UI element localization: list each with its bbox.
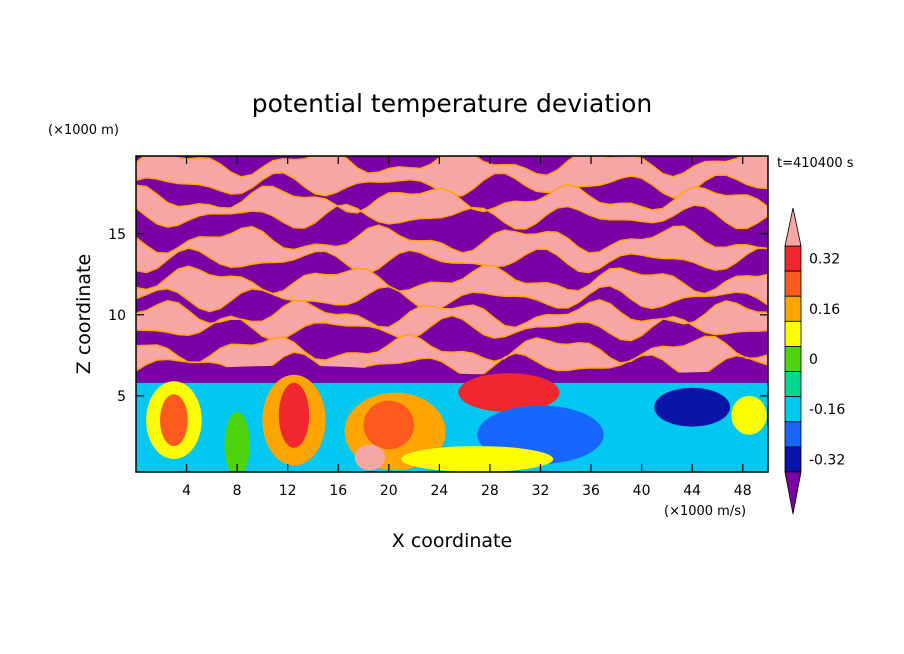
x-tick-label: 32 bbox=[532, 483, 550, 499]
field-blob bbox=[224, 412, 250, 472]
x-axis-label: X coordinate bbox=[392, 530, 512, 552]
colorbar-extend-min bbox=[784, 471, 802, 515]
plot-frame bbox=[135, 155, 769, 473]
y-axis-label: Z coordinate bbox=[73, 254, 95, 374]
colorbar-bin bbox=[784, 396, 802, 423]
colorbar-bin bbox=[784, 446, 802, 473]
x-tick-label: 20 bbox=[380, 483, 398, 499]
colorbar-tick-label: 0.16 bbox=[809, 302, 840, 318]
colorbar: 0.32 0.16 0 -0.16 -0.32 bbox=[784, 207, 845, 515]
colorbar-bin bbox=[784, 320, 802, 347]
colorbar-bin bbox=[784, 295, 802, 322]
colorbar-bin bbox=[784, 245, 802, 272]
colorbar-bin bbox=[784, 346, 802, 372]
field-band-positive bbox=[136, 299, 768, 342]
colorbar-tick-label: 0.32 bbox=[809, 252, 840, 268]
colorbar-extend-max bbox=[784, 207, 802, 247]
x-unit-label: (×1000 m/s) bbox=[664, 504, 746, 519]
y-unit-label: (×1000 m) bbox=[48, 123, 119, 138]
field-blob bbox=[278, 382, 310, 448]
y-tick-label: 15 bbox=[108, 227, 126, 243]
x-tick-label: 28 bbox=[481, 483, 499, 499]
x-tick-label: 44 bbox=[683, 483, 701, 499]
x-tick-label: 40 bbox=[633, 483, 651, 499]
chart-title: potential temperature deviation bbox=[252, 89, 652, 118]
colorbar-bin bbox=[784, 270, 802, 297]
colorbar-bin bbox=[784, 421, 802, 448]
x-tick-label: 24 bbox=[430, 483, 448, 499]
x-tick-label: 48 bbox=[734, 483, 752, 499]
y-tick-label: 10 bbox=[108, 308, 126, 324]
field-blob bbox=[458, 373, 560, 413]
colorbar-tick-label: -0.32 bbox=[809, 452, 845, 468]
field-band-positive bbox=[136, 156, 768, 199]
x-tick-label: 8 bbox=[233, 483, 242, 499]
field-blob bbox=[731, 395, 767, 435]
x-tick-label: 16 bbox=[329, 483, 347, 499]
field-blob bbox=[401, 446, 554, 472]
x-tick-label: 12 bbox=[279, 483, 297, 499]
field-band-positive bbox=[136, 224, 768, 275]
field-blob bbox=[654, 387, 731, 427]
colorbar-tick-label: 0 bbox=[809, 352, 818, 368]
field-blob bbox=[160, 394, 188, 447]
x-tick-label: 4 bbox=[182, 483, 191, 499]
colorbar-tick-label: -0.16 bbox=[809, 402, 845, 418]
colorbar-bin bbox=[784, 371, 802, 398]
field-blob bbox=[363, 400, 415, 450]
field-blob bbox=[354, 444, 386, 471]
field-band-positive bbox=[136, 183, 768, 230]
time-label: t=410400 s bbox=[777, 156, 854, 171]
x-tick-label: 36 bbox=[582, 483, 600, 499]
y-tick-label: 5 bbox=[117, 389, 126, 405]
